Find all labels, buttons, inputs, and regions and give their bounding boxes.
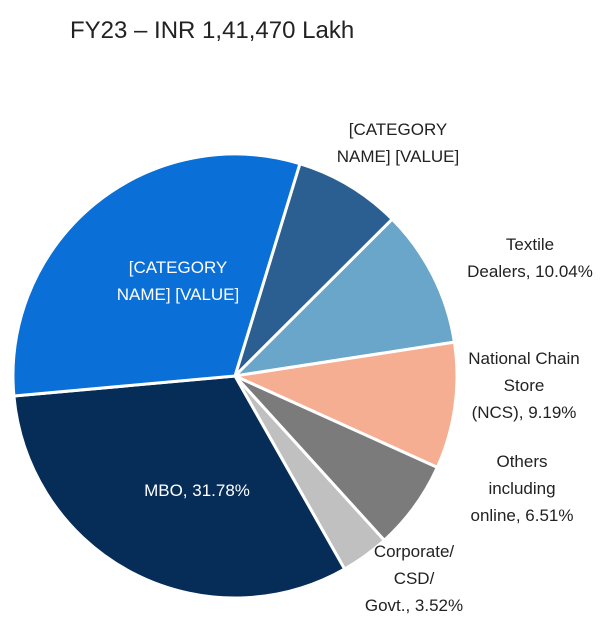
slice-label: [CATEGORY <box>349 120 448 139</box>
slice-label: Govt., 3.52% <box>365 596 463 615</box>
slice-label: Store <box>504 376 545 395</box>
chart-title: FY23 – INR 1,41,470 Lakh <box>70 17 354 44</box>
slice-label: Corporate/ <box>374 542 455 561</box>
slice-label: (NCS), 9.19% <box>472 403 577 422</box>
slice-label: MBO, 31.78% <box>144 481 250 500</box>
labels: [CATEGORY NAME] [VALUE] Textile Dealers, 10… <box>117 120 593 615</box>
slice-label: NAME] [VALUE] <box>117 285 240 304</box>
slice-label: CSD/ <box>394 569 435 588</box>
slices <box>11 152 459 600</box>
slice-label: Others <box>496 452 547 471</box>
slice-label: Textile <box>506 235 554 254</box>
pie-slice <box>12 374 347 600</box>
pie-slice <box>230 217 457 379</box>
slice-label: Dealers, 10.04% <box>467 262 593 281</box>
pie-slice <box>229 340 459 470</box>
slice-label: National Chain <box>468 349 580 368</box>
pie-slice <box>233 161 395 378</box>
slice-label: including <box>488 479 555 498</box>
pie-slice <box>11 152 302 398</box>
slice-label: online, 6.51% <box>470 506 573 525</box>
slice-label: [CATEGORY <box>129 258 228 277</box>
slice-label: NAME] [VALUE] <box>337 147 460 166</box>
